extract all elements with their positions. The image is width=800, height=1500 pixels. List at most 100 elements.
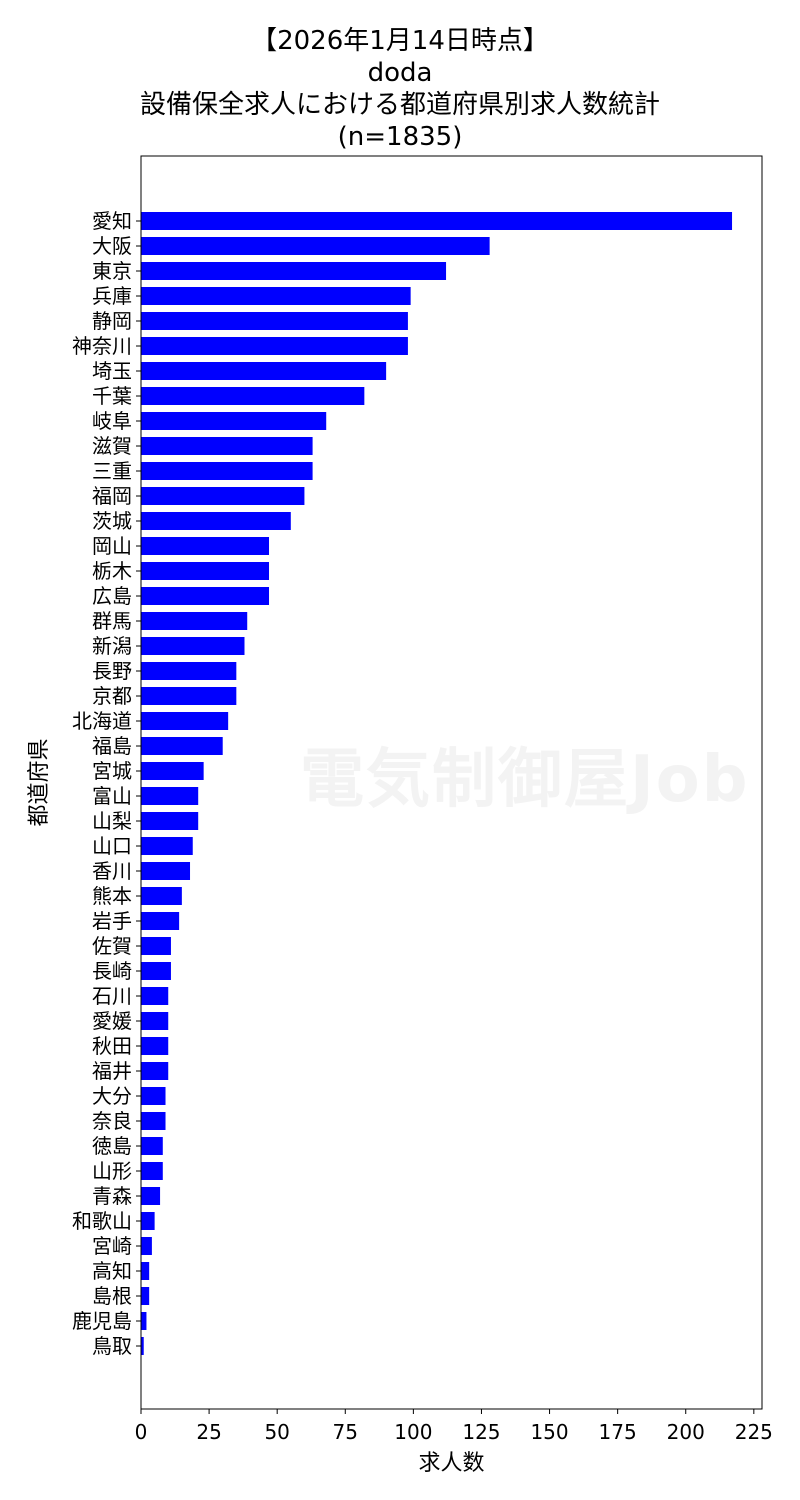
bar-鳥取: [141, 1337, 144, 1355]
category-label: 山梨: [92, 809, 132, 833]
bar-佐賀: [141, 937, 171, 955]
category-label: 茨城: [92, 509, 132, 533]
bar-三重: [141, 462, 313, 480]
category-label: 岡山: [92, 534, 132, 558]
bar-香川: [141, 862, 191, 880]
category-label: 熊本: [92, 884, 132, 908]
chart-title-line-4: (n=1835): [337, 122, 463, 152]
category-label: 滋賀: [92, 434, 132, 458]
category-label: 京都: [92, 684, 132, 708]
category-label: 岐阜: [92, 409, 132, 433]
bar-東京: [141, 262, 447, 280]
category-label: 和歌山: [72, 1209, 132, 1233]
category-label: 愛媛: [92, 1009, 132, 1033]
category-label: 秋田: [92, 1034, 132, 1058]
category-label: 栃木: [92, 559, 132, 583]
x-tick-label: 150: [530, 1420, 568, 1444]
bar-新潟: [141, 637, 245, 655]
x-tick-label: 225: [735, 1420, 773, 1444]
bar-愛媛: [141, 1012, 169, 1030]
bar-大阪: [141, 237, 490, 255]
bar-広島: [141, 587, 270, 605]
chart-title-line-1: 【2026年1月14日時点】: [251, 26, 549, 56]
chart-title-line-3: 設備保全求人における都道府県別求人数統計: [139, 90, 660, 120]
bar-鹿児島: [141, 1312, 147, 1330]
bar-京都: [141, 687, 237, 705]
bar-奈良: [141, 1112, 166, 1130]
bar-群馬: [141, 612, 248, 630]
category-label: 千葉: [92, 384, 132, 408]
category-label: 三重: [92, 459, 132, 483]
bar-山形: [141, 1162, 163, 1180]
category-label: 新潟: [92, 634, 132, 658]
category-label: 大分: [92, 1084, 132, 1108]
bar-山口: [141, 837, 193, 855]
category-label: 宮崎: [92, 1234, 132, 1258]
bar-青森: [141, 1187, 161, 1205]
category-labels-group: 愛知大阪東京兵庫静岡神奈川埼玉千葉岐阜滋賀三重福岡茨城岡山栃木広島群馬新潟長野京…: [72, 209, 141, 1358]
category-label: 島根: [92, 1284, 132, 1308]
category-label: 北海道: [72, 709, 132, 733]
bar-北海道: [141, 712, 229, 730]
category-label: 静岡: [92, 309, 132, 333]
x-ticks-group: 0 25 50 75 100 125 150 175 200 225: [135, 1409, 773, 1444]
category-label: 鳥取: [92, 1334, 132, 1358]
category-label: 石川: [92, 984, 132, 1008]
x-tick-label: 25: [196, 1420, 221, 1444]
x-tick-label: 50: [264, 1420, 289, 1444]
bar-埼玉: [141, 362, 387, 380]
category-label: 高知: [92, 1259, 132, 1283]
bar-岐阜: [141, 412, 327, 430]
x-tick-label: 0: [135, 1420, 148, 1444]
bar-秋田: [141, 1037, 169, 1055]
bar-宮城: [141, 762, 204, 780]
category-label: 埼玉: [92, 359, 132, 383]
category-label: 神奈川: [72, 334, 132, 358]
x-axis-title: 求人数: [418, 1451, 484, 1476]
y-axis-title: 都道府県: [27, 738, 52, 826]
category-label: 福井: [92, 1059, 132, 1083]
x-tick-label: 100: [394, 1420, 432, 1444]
bar-愛知: [141, 212, 733, 230]
category-label: 愛知: [92, 209, 132, 233]
bar-長野: [141, 662, 237, 680]
bar-神奈川: [141, 337, 408, 355]
category-label: 長崎: [92, 959, 132, 983]
bar-徳島: [141, 1137, 163, 1155]
category-label: 宮城: [92, 759, 132, 783]
bar-千葉: [141, 387, 365, 405]
category-label: 山口: [92, 834, 132, 858]
bar-宮崎: [141, 1237, 152, 1255]
category-label: 広島: [92, 584, 132, 608]
chart-title-line-2: doda: [367, 58, 433, 88]
bar-福井: [141, 1062, 169, 1080]
category-label: 大阪: [92, 234, 132, 258]
category-label: 兵庫: [92, 284, 132, 308]
category-label: 福岡: [92, 484, 132, 508]
category-label: 香川: [92, 859, 132, 883]
category-label: 岩手: [92, 909, 132, 933]
x-tick-label: 75: [333, 1420, 358, 1444]
bar-高知: [141, 1262, 150, 1280]
bar-栃木: [141, 562, 270, 580]
bar-兵庫: [141, 287, 411, 305]
bar-山梨: [141, 812, 199, 830]
bar-福岡: [141, 487, 305, 505]
category-label: 佐賀: [92, 934, 132, 958]
category-label: 鹿児島: [72, 1309, 132, 1333]
bar-岩手: [141, 912, 180, 930]
category-label: 福島: [92, 734, 132, 758]
x-tick-label: 200: [667, 1420, 705, 1444]
category-label: 東京: [92, 259, 132, 283]
watermark-logo: 電気制御屋Job: [300, 743, 750, 817]
category-label: 山形: [92, 1159, 132, 1183]
bar-石川: [141, 987, 169, 1005]
bar-静岡: [141, 312, 408, 330]
bar-長崎: [141, 962, 171, 980]
bar-島根: [141, 1287, 150, 1305]
plot-frame: [140, 155, 763, 1410]
category-label: 長野: [92, 659, 132, 683]
bar-福島: [141, 737, 223, 755]
bar-大分: [141, 1087, 166, 1105]
